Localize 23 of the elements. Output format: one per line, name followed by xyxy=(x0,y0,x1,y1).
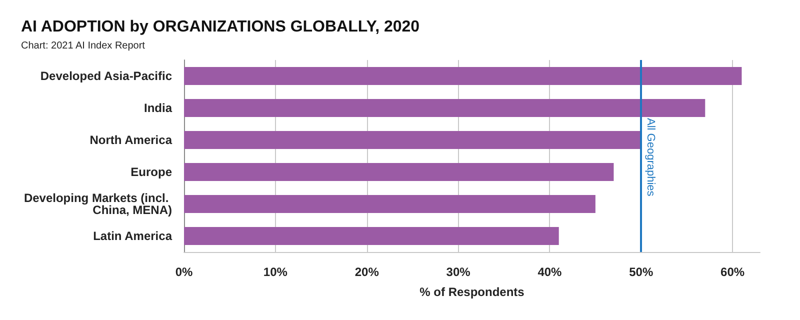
bar xyxy=(184,227,559,245)
x-tick-label: 40% xyxy=(538,265,562,279)
y-tick-label: India xyxy=(144,101,172,115)
x-tick-label: 10% xyxy=(263,265,288,279)
y-tick-label: Developing Markets (incl. China, MENA) xyxy=(24,191,172,217)
bar xyxy=(184,67,742,85)
x-tick-label: 0% xyxy=(175,265,193,279)
text: Chart: 2021 AI Index Report xyxy=(21,40,146,52)
x-tick-label: 60% xyxy=(720,265,745,279)
x-axis-title: % of Respondents xyxy=(420,285,525,299)
x-tick-label: 20% xyxy=(354,265,380,279)
x-tick-label: 50% xyxy=(629,265,654,279)
bar xyxy=(184,131,642,149)
ref-line-label: All Geographies xyxy=(644,118,657,197)
y-tick-label: Latin America xyxy=(93,229,172,243)
chart-title: AI ADOPTION by ORGANIZATIONS GLOBALLY, 2020 xyxy=(21,18,420,36)
bar xyxy=(184,99,706,117)
y-tick-label: North America xyxy=(90,133,172,147)
bar xyxy=(184,195,596,213)
y-tick-label: Europe xyxy=(130,165,172,179)
bar xyxy=(184,163,614,181)
y-tick-label: Developed Asia-Pacific xyxy=(40,69,172,83)
x-tick-label: 30% xyxy=(446,265,471,279)
